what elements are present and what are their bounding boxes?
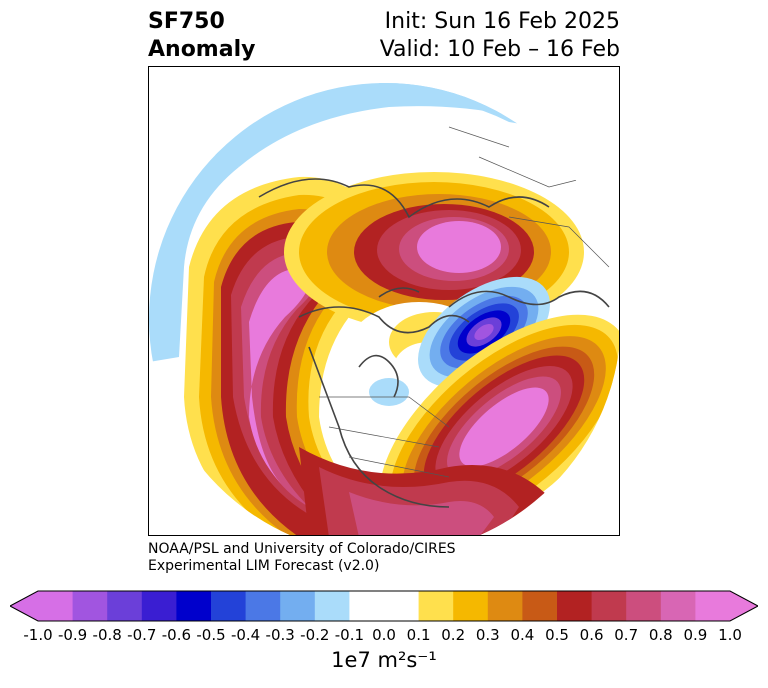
credit-line-2: Experimental LIM Forecast (v2.0) (148, 558, 380, 574)
colorbar-tick-label: -0.1 (334, 626, 365, 644)
colorbar-swatch (314, 591, 350, 621)
colorbar-swatch (487, 591, 523, 621)
colorbar-tick-label: -0.9 (57, 626, 88, 644)
colorbar-swatch (626, 591, 662, 621)
colorbar-unit: 1e7 m²s⁻¹ (331, 648, 437, 672)
colorbar-swatch (107, 591, 143, 621)
colorbar-tick-label: -0.5 (196, 626, 226, 644)
colorbar-extend-high (730, 591, 758, 621)
colorbar-ticks: -1.0 -0.9 -0.8 -0.7 -0.6 -0.5 -0.4 -0.3 -0.2 -0.1… (0, 626, 768, 646)
colorbar-swatch (349, 591, 385, 621)
colorbar-swatch (591, 591, 627, 621)
colorbar-tick-label: 0.8 (648, 626, 673, 644)
colorbar-swatch (453, 591, 489, 621)
colorbar-swatch (141, 591, 177, 621)
colorbar-swatch (245, 591, 281, 621)
colorbar-swatch (280, 591, 316, 621)
colorbar-tick-label: 0.5 (545, 626, 569, 644)
colorbar-outline (10, 590, 758, 622)
colorbar-tick-label: 0.3 (475, 626, 500, 644)
colorbar-tick-label: -0.3 (265, 626, 295, 644)
title-anomaly: Anomaly (148, 37, 256, 62)
colorbar-tick-label: 0.4 (510, 626, 535, 644)
colorbar-swatch (38, 591, 74, 621)
colorbar-tick-label: 0.1 (406, 626, 431, 644)
map-panel (148, 66, 620, 536)
colorbar-swatch (522, 591, 558, 621)
colorbar-tick-label: -0.7 (127, 626, 157, 644)
colorbar-tick-label: -0.4 (230, 626, 261, 644)
title-left: SF750 Anomaly (148, 8, 255, 64)
colorbar-swatch (211, 591, 247, 621)
colorbar-swatch (384, 591, 420, 621)
colorbar-tick-label: -0.8 (92, 626, 122, 644)
title-variable: SF750 (148, 9, 225, 34)
colorbar-extend-low (10, 591, 38, 621)
colorbar-swatch (557, 591, 593, 621)
init-date: Init: Sun 16 Feb 2025 (384, 9, 620, 34)
colorbar-tick-label: 1.0 (718, 626, 742, 644)
colorbar-tick-label: 0.7 (614, 626, 639, 644)
colorbar-swatch (418, 591, 454, 621)
credit-block: NOAA/PSL and University of Colorado/CIRE… (148, 541, 456, 575)
colorbar-tick-label: 0.9 (683, 626, 708, 644)
colorbar-swatch (176, 591, 212, 621)
north-america-anomaly (299, 447, 549, 535)
colorbar-swatch (660, 591, 696, 621)
anomaly-map (149, 83, 619, 535)
colorbar-tick-label: 0.6 (579, 626, 604, 644)
valid-range: Valid: 10 Feb – 16 Feb (379, 37, 620, 62)
colorbar-swatch (695, 591, 731, 621)
title-right: Init: Sun 16 Feb 2025 Valid: 10 Feb – 16… (380, 8, 620, 64)
colorbar-tick-label: -0.6 (161, 626, 192, 644)
colorbar-tick-label: 0.2 (441, 626, 466, 644)
colorbar-tick-label: -1.0 (23, 626, 53, 644)
colorbar-tick-label: -0.2 (300, 626, 330, 644)
colorbar-swatch (72, 591, 108, 621)
credit-line-1: NOAA/PSL and University of Colorado/CIRE… (148, 541, 456, 557)
polar-negative-anomaly (369, 378, 409, 406)
borders (319, 126, 610, 478)
colorbar-tick-label: 0.0 (372, 626, 396, 644)
colorbar (10, 590, 758, 622)
